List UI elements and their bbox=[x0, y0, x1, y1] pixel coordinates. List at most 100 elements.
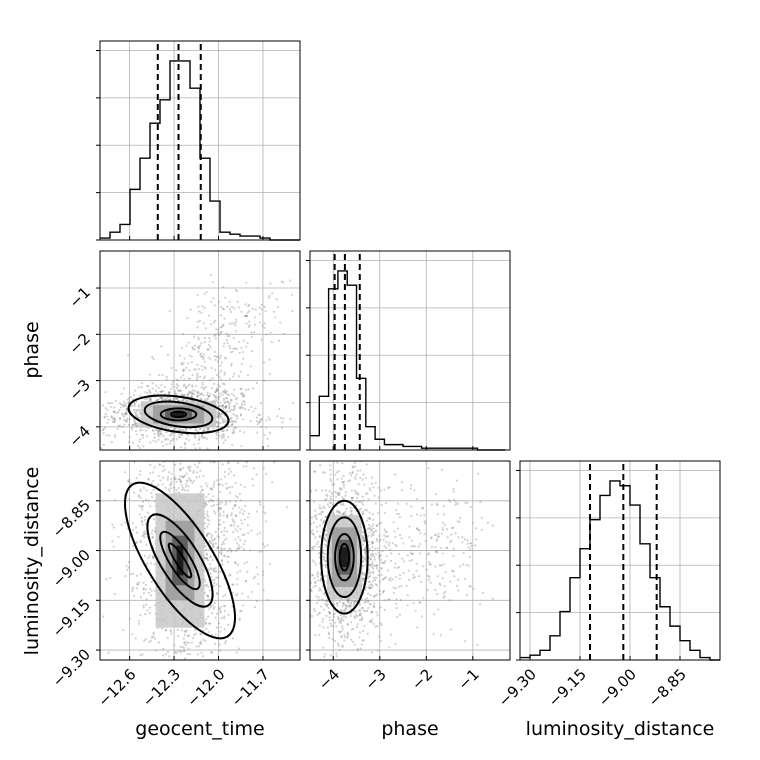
scatter-point bbox=[216, 696, 218, 698]
scatter-point bbox=[289, 417, 292, 421]
scatter-point bbox=[210, 499, 213, 502]
scatter-point bbox=[360, 619, 363, 622]
scatter-point bbox=[339, 503, 343, 506]
scatter-point bbox=[359, 613, 362, 616]
scatter-point bbox=[229, 524, 232, 527]
scatter-point bbox=[417, 529, 421, 532]
scatter-point bbox=[154, 389, 158, 392]
scatter-point bbox=[208, 622, 212, 625]
scatter-point bbox=[337, 644, 340, 648]
scatter-point bbox=[395, 508, 398, 511]
scatter-point bbox=[139, 573, 142, 576]
scatter-point bbox=[212, 461, 215, 464]
scatter-point bbox=[227, 400, 230, 403]
scatter-point bbox=[340, 477, 343, 480]
scatter-point bbox=[222, 514, 225, 517]
scatter-point bbox=[318, 587, 321, 590]
scatter-point bbox=[181, 363, 184, 366]
scatter-point bbox=[151, 382, 154, 385]
scatter-point bbox=[131, 441, 135, 444]
scatter-point bbox=[475, 538, 478, 541]
scatter-point bbox=[139, 390, 141, 392]
scatter-point bbox=[249, 365, 252, 368]
scatter-point bbox=[195, 456, 197, 458]
scatter-point bbox=[204, 591, 207, 594]
scatter-point bbox=[317, 512, 321, 516]
scatter-point bbox=[189, 465, 192, 468]
scatter-point bbox=[103, 415, 106, 418]
scatter-point bbox=[197, 442, 200, 445]
scatter-point bbox=[184, 427, 188, 430]
scatter-point bbox=[176, 389, 180, 392]
x-tick-label: −11.7 bbox=[228, 665, 273, 710]
y-tick-label: −4 bbox=[66, 422, 94, 450]
scatter-point bbox=[157, 386, 160, 390]
scatter-point bbox=[199, 353, 202, 356]
scatter-point bbox=[358, 618, 361, 622]
scatter-point bbox=[215, 437, 218, 440]
scatter-point bbox=[193, 633, 196, 636]
scatter-point bbox=[202, 377, 205, 380]
scatter-point bbox=[208, 598, 211, 601]
scatter-point bbox=[210, 536, 213, 539]
scatter-point bbox=[479, 603, 482, 606]
scatter-point bbox=[65, 414, 67, 416]
scatter-point bbox=[369, 602, 372, 605]
scatter-point bbox=[219, 605, 222, 608]
scatter-point bbox=[449, 580, 452, 583]
scatter-point bbox=[178, 433, 181, 436]
scatter-point bbox=[369, 564, 372, 567]
scatter-point bbox=[343, 608, 346, 612]
scatter-point bbox=[319, 589, 323, 592]
scatter-point bbox=[326, 494, 329, 498]
scatter-point bbox=[147, 385, 150, 388]
scatter-point bbox=[364, 598, 367, 601]
scatter-point bbox=[158, 429, 162, 432]
scatter-point bbox=[361, 606, 364, 610]
scatter-point bbox=[137, 581, 140, 584]
scatter-point bbox=[198, 462, 201, 465]
scatter-point bbox=[184, 386, 188, 390]
scatter-point bbox=[197, 345, 201, 348]
scatter-point bbox=[148, 397, 151, 400]
scatter-point bbox=[123, 412, 127, 415]
scatter-point bbox=[184, 429, 187, 432]
scatter-point bbox=[410, 484, 413, 487]
scatter-point bbox=[310, 614, 314, 618]
scatter-point bbox=[344, 604, 347, 607]
scatter-point bbox=[341, 496, 344, 499]
scatter-point bbox=[251, 349, 254, 353]
scatter-point bbox=[316, 530, 319, 533]
scatter-point bbox=[212, 604, 215, 607]
scatter-point bbox=[389, 548, 392, 551]
scatter-point bbox=[113, 420, 116, 424]
scatter-point bbox=[361, 560, 364, 563]
scatter-point bbox=[252, 484, 255, 487]
scatter-point bbox=[263, 305, 266, 308]
scatter-point bbox=[364, 550, 367, 553]
scatter-point bbox=[315, 543, 318, 546]
scatter-point bbox=[210, 567, 213, 570]
scatter-point bbox=[87, 426, 89, 428]
scatter-point bbox=[420, 580, 423, 583]
joint-panel-luminosity_distance_vs_phase bbox=[306, 460, 511, 661]
scatter-point bbox=[215, 399, 218, 402]
scatter-point bbox=[254, 407, 257, 410]
scatter-point bbox=[234, 504, 237, 507]
scatter-point bbox=[372, 595, 376, 598]
scatter-point bbox=[361, 499, 365, 502]
scatter-point bbox=[469, 548, 472, 551]
scatter-point bbox=[201, 708, 203, 710]
scatter-point bbox=[136, 444, 140, 447]
scatter-point bbox=[253, 467, 256, 470]
scatter-point bbox=[201, 368, 204, 371]
scatter-point bbox=[237, 536, 240, 539]
scatter-point bbox=[344, 606, 347, 610]
scatter-point bbox=[337, 630, 340, 633]
scatter-point bbox=[142, 604, 145, 607]
scatter-point bbox=[215, 433, 219, 437]
scatter-point bbox=[352, 600, 356, 603]
scatter-point bbox=[195, 476, 198, 479]
scatter-point bbox=[235, 515, 238, 518]
scatter-point bbox=[341, 605, 344, 608]
